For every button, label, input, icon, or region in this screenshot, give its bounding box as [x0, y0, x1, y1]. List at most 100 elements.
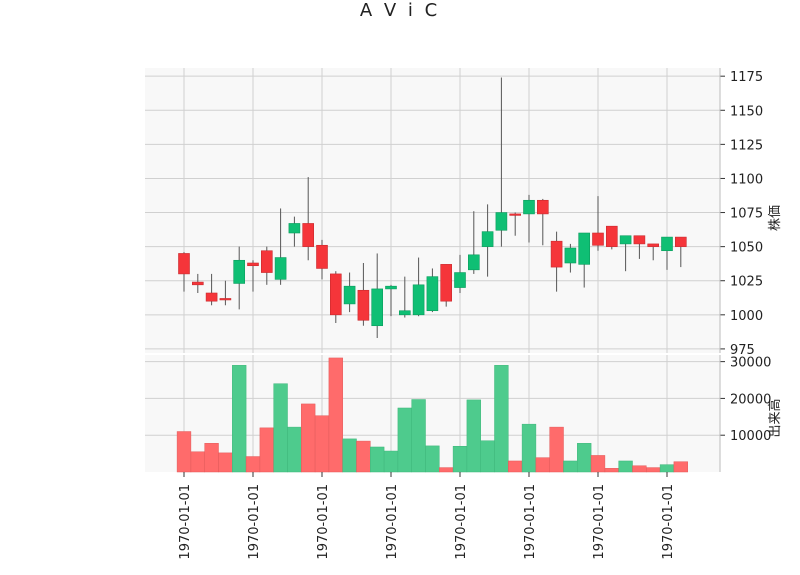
price-y-tick-label: 1075 — [730, 207, 763, 222]
volume-bar-down — [549, 426, 564, 473]
price-y-tick-label: 1000 — [730, 309, 763, 324]
volume-bar-up — [273, 383, 288, 473]
volume-bar-down — [314, 415, 330, 473]
candle-body-down — [509, 213, 522, 216]
candle-body-down — [316, 244, 328, 269]
volume-bar-down — [259, 427, 274, 473]
candle-body-down — [674, 236, 687, 247]
candle-body-down — [205, 292, 218, 302]
volume-bar-up — [577, 443, 592, 473]
candle-body-down — [440, 264, 453, 302]
volume-bar-down — [673, 461, 688, 473]
candle-body-up — [578, 232, 591, 265]
candle-body-up — [564, 247, 577, 264]
candle-body-down — [592, 232, 604, 246]
x-tick-label: 1970-01-01 — [385, 484, 400, 560]
candle-body-down — [178, 253, 190, 275]
volume-y-tick-label: 30000 — [730, 356, 771, 371]
candle-body-up — [523, 199, 535, 215]
volume-bar-down — [535, 457, 550, 473]
volume-bar-down — [190, 451, 205, 473]
volume-bar-down — [632, 465, 647, 473]
volume-bar-down — [204, 443, 219, 473]
volume-axis-label: 出来高 — [767, 398, 783, 437]
x-tick-label: 1970-01-01 — [592, 484, 607, 560]
price-y-tick-label: 975 — [730, 343, 755, 358]
volume-bar-up — [563, 460, 578, 473]
candle-body-down — [633, 235, 646, 245]
x-tick-label: 1970-01-01 — [661, 484, 676, 560]
candle-body-up — [274, 257, 287, 280]
candle-body-down — [260, 250, 273, 273]
volume-y-tick-label: 20000 — [730, 392, 771, 407]
volume-bar-up — [452, 445, 468, 473]
volume-bar-up — [521, 423, 537, 473]
candle-body-up — [467, 254, 480, 271]
x-tick-label: 1970-01-01 — [247, 484, 262, 560]
candle-body-down — [302, 223, 315, 247]
candle-body-up — [288, 223, 301, 234]
volume-bar-up — [659, 464, 675, 473]
candle-body-down — [219, 298, 232, 301]
x-tick-label: 1970-01-01 — [523, 484, 538, 560]
candle-body-up — [495, 212, 508, 231]
volume-panel: 10000 20000 30000 — [145, 355, 771, 477]
price-y-tick-label: 1175 — [730, 70, 763, 85]
volume-bar-up — [397, 407, 412, 473]
volume-bar-up — [618, 460, 633, 473]
volume-y-tick-label: 10000 — [730, 429, 771, 444]
price-y-tick-label: 1150 — [730, 104, 763, 119]
volume-bar-up — [494, 365, 509, 473]
volume-bar-down — [328, 357, 343, 473]
x-tick-label: 1970-01-01 — [316, 484, 331, 560]
volume-bar-down — [508, 460, 523, 473]
volume-bar-down — [590, 455, 606, 473]
volume-bar-up — [411, 399, 426, 473]
price-panel: 975 1000 1025 1050 1075 1100 1125 1150 1175 — [145, 68, 763, 358]
volume-bar-up — [383, 450, 399, 473]
candle-body-down — [329, 273, 342, 316]
volume-bar-down — [604, 468, 619, 473]
candle-body-down — [357, 289, 370, 321]
volume-bar-up — [342, 438, 357, 473]
price-y-tick-label: 1125 — [730, 138, 763, 153]
volume-bar-up — [425, 445, 440, 473]
price-axis-label: 株価 — [768, 205, 783, 231]
candle-body-down — [247, 262, 259, 267]
volume-bar-up — [370, 446, 385, 473]
candle-body-up — [385, 285, 397, 290]
volume-bar-down — [646, 467, 661, 473]
volume-bar-up — [287, 426, 302, 473]
volume-bar-down — [439, 467, 454, 473]
price-y-tick-label: 1050 — [730, 241, 763, 256]
candle-body-up — [398, 310, 411, 316]
candle-body-up — [233, 259, 245, 284]
volume-bar-up — [232, 365, 247, 473]
candle-body-up — [426, 276, 439, 312]
volume-bar-down — [218, 452, 233, 473]
candle-body-up — [412, 284, 425, 316]
price-y-tick-label: 1100 — [730, 172, 763, 187]
candle-body-up — [619, 235, 632, 245]
volume-bar-up — [466, 399, 481, 473]
candle-body-down — [647, 243, 660, 247]
volume-bar-down — [245, 456, 261, 473]
volume-bar-down — [301, 403, 316, 473]
x-tick-label: 1970-01-01 — [454, 484, 469, 560]
candle-body-up — [454, 272, 466, 288]
candle-body-up — [481, 231, 494, 247]
chart-title: A V i C — [360, 0, 440, 21]
candle-body-up — [371, 288, 384, 327]
candle-body-up — [661, 236, 673, 252]
volume-bar-down — [176, 431, 192, 473]
volume-bar-down — [356, 440, 371, 473]
candle-body-down — [536, 199, 549, 215]
candle-body-up — [343, 285, 356, 305]
candle-body-down — [192, 281, 204, 286]
candle-body-down — [550, 240, 563, 268]
candle-body-down — [605, 225, 618, 247]
x-tick-label: 1970-01-01 — [178, 484, 193, 560]
price-y-tick-label: 1025 — [730, 275, 763, 290]
volume-bar-up — [480, 440, 495, 473]
